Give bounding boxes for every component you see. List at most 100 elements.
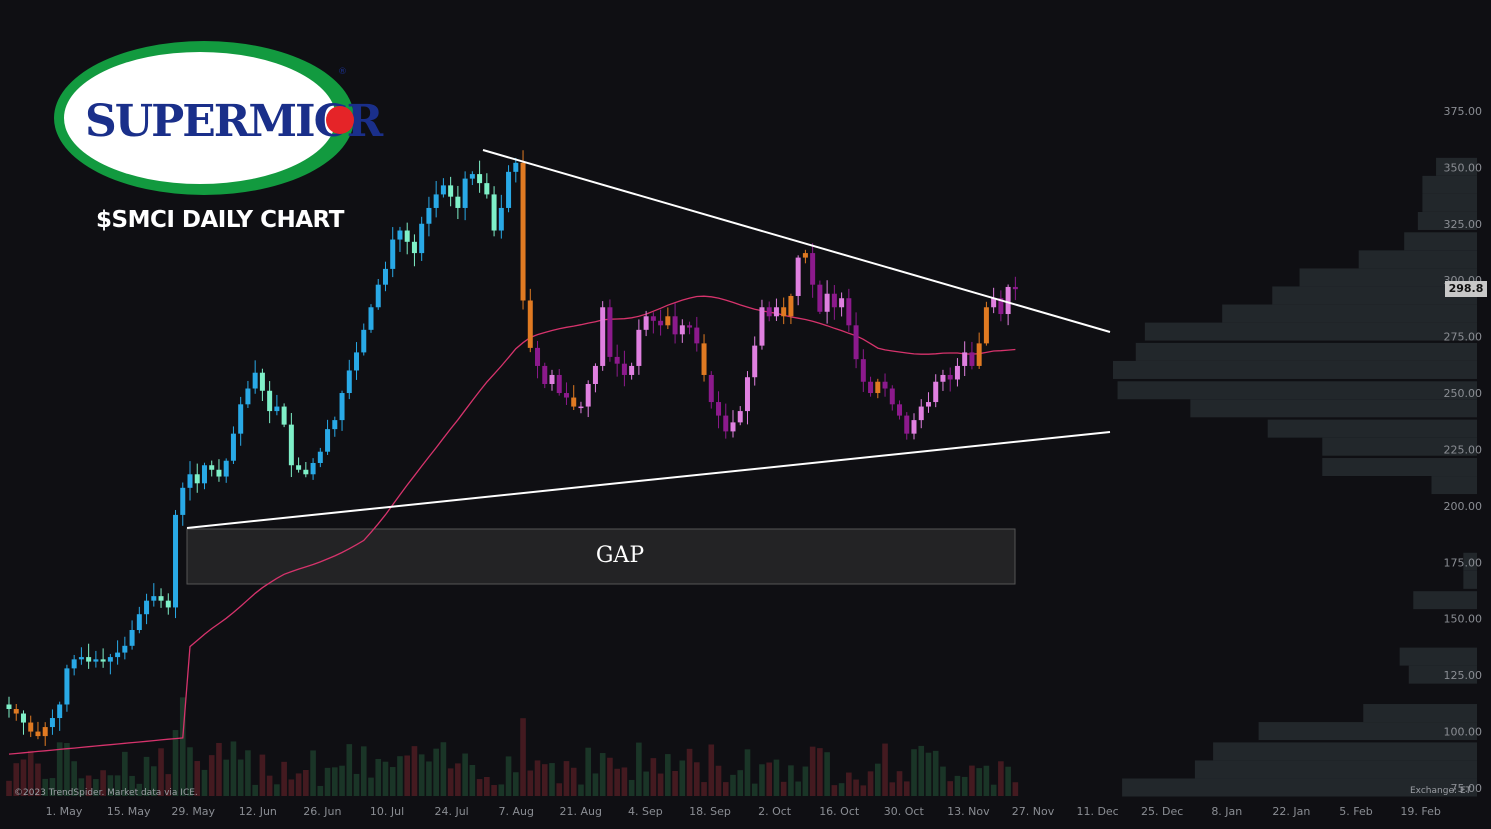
gap-rect (186, 528, 1016, 585)
volume-bar (426, 761, 432, 796)
candle (491, 186, 497, 237)
x-tick-label: 22. Jan (1272, 805, 1310, 818)
candle (802, 249, 808, 264)
y-tick-label: 250.00 (1444, 387, 1483, 400)
x-tick-label: 13. Nov (947, 805, 990, 818)
x-tick-label: 27. Nov (1012, 805, 1055, 818)
volume-bar (56, 742, 63, 796)
volume-bar (20, 759, 27, 796)
x-tick-label: 11. Dec (1076, 805, 1118, 818)
volume-bar (360, 746, 367, 796)
candle (201, 462, 207, 490)
candle (962, 341, 968, 377)
volume-profile-bar (1408, 665, 1477, 684)
candle (563, 382, 569, 405)
credit-text: ©2023 TrendSpider. Market data via ICE. (14, 788, 198, 798)
volume-bar (549, 763, 555, 796)
volume-bar (715, 765, 722, 796)
volume-bar (976, 768, 982, 796)
candle (469, 171, 475, 186)
volume-bar (274, 784, 280, 796)
candle (216, 459, 222, 482)
candle (752, 336, 758, 386)
y-axis: 375.00350.00325.00300.00275.00250.00225.… (1444, 105, 1483, 795)
candle (209, 460, 215, 477)
volume-bar (599, 753, 606, 796)
volume-bar (730, 774, 736, 796)
volume-bar (679, 760, 686, 796)
candle (462, 171, 468, 221)
y-tick-label: 325.00 (1444, 218, 1483, 231)
candle (455, 185, 461, 220)
volume-bar (100, 770, 106, 796)
volume-profile-bar (1213, 742, 1477, 761)
volume-profile-bar (1194, 760, 1477, 779)
volume-bar (628, 779, 635, 796)
candle (115, 640, 121, 665)
candle (976, 332, 982, 369)
volume-profile-bar (1117, 381, 1477, 400)
volume-bar (332, 767, 338, 796)
candle (650, 312, 656, 334)
candle (411, 234, 417, 267)
volume-bar (433, 748, 439, 796)
volume-bar (179, 697, 186, 796)
candle (245, 380, 251, 408)
volume-bar (513, 772, 519, 796)
candle (339, 390, 345, 431)
y-tick-label: 100.00 (1444, 726, 1483, 739)
volume-bar (722, 782, 729, 796)
volume-profile-bar (1463, 552, 1477, 571)
candle (889, 385, 895, 411)
candle (390, 227, 396, 278)
candle (368, 304, 374, 333)
candle (904, 412, 910, 440)
volume-profile-bar (1399, 647, 1477, 666)
y-tick-label: 175.00 (1444, 556, 1483, 569)
volume-bar (27, 750, 34, 796)
volume-bar (194, 761, 201, 796)
candle (940, 369, 946, 391)
volume-bar (368, 777, 374, 796)
volume-bar (773, 759, 780, 796)
exchange-label: Exchange: ET (1410, 786, 1472, 796)
candle (817, 280, 823, 315)
volume-bar (93, 779, 99, 796)
volume-bar (911, 749, 917, 796)
y-tick-label: 150.00 (1444, 613, 1483, 626)
candle (426, 196, 432, 237)
candle (506, 165, 512, 213)
candle (766, 301, 772, 322)
candle (107, 653, 113, 675)
candle (49, 709, 55, 735)
candle (795, 255, 801, 306)
candle (983, 301, 989, 346)
candle (947, 367, 953, 392)
volume-bar (484, 776, 490, 796)
volume-profile-bar (1135, 342, 1477, 361)
candle (165, 593, 171, 615)
candle (151, 583, 157, 607)
candle (578, 401, 584, 414)
x-tick-label: 5. Feb (1339, 805, 1372, 818)
volume-bar (259, 754, 266, 796)
candle (1012, 276, 1018, 301)
candle (549, 369, 555, 391)
candle (296, 457, 302, 473)
candle (477, 160, 483, 193)
volume-bar (411, 746, 418, 796)
volume-bar (694, 762, 700, 796)
candle (100, 648, 106, 668)
candle (498, 194, 504, 239)
y-tick-label: 275.00 (1444, 331, 1483, 344)
volume-bar (85, 775, 92, 796)
volume-bar (607, 757, 613, 796)
x-tick-label: 30. Oct (884, 805, 925, 818)
candle (723, 403, 729, 439)
candle (144, 593, 150, 625)
candle (122, 636, 128, 660)
volume-bar (614, 768, 620, 796)
volume-bar (505, 756, 512, 796)
candle (600, 301, 606, 371)
volume-profile-bar (1299, 268, 1477, 287)
